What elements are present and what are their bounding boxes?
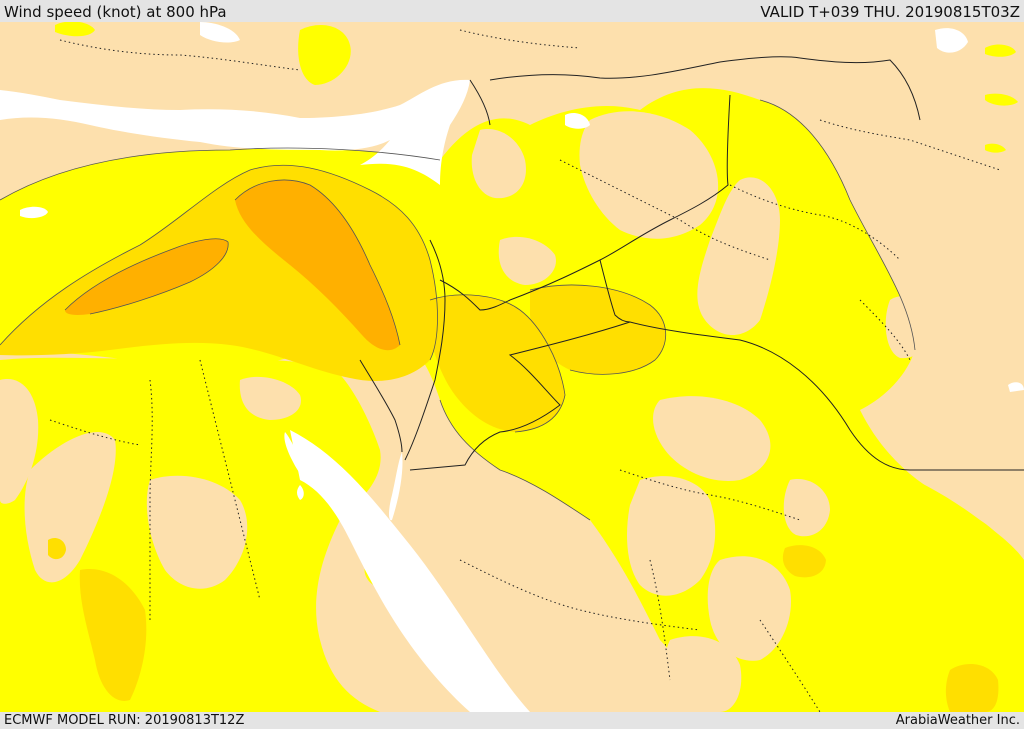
sea-areas: [0, 22, 1024, 712]
footer-bar: ECMWF MODEL RUN: 20190813T12Z ArabiaWeat…: [0, 712, 1024, 729]
weather-map[interactable]: [0, 22, 1024, 712]
valid-time-label: VALID T+039 THU. 20190815T03Z: [760, 3, 1020, 21]
wind-contours: [0, 99, 916, 521]
country-borders: [359, 56, 1024, 471]
credit-label: ArabiaWeather Inc.: [895, 713, 1020, 728]
header-bar: Wind speed (knot) at 800 hPa VALID T+039…: [0, 0, 1024, 22]
wind-band-20-25: [65, 180, 400, 351]
wind-band-lt10-pockets: [0, 111, 931, 712]
internal-boundaries: [49, 29, 1001, 712]
model-run-label: ECMWF MODEL RUN: 20190813T12Z: [4, 713, 245, 728]
map-title: Wind speed (knot) at 800 hPa: [4, 3, 227, 21]
